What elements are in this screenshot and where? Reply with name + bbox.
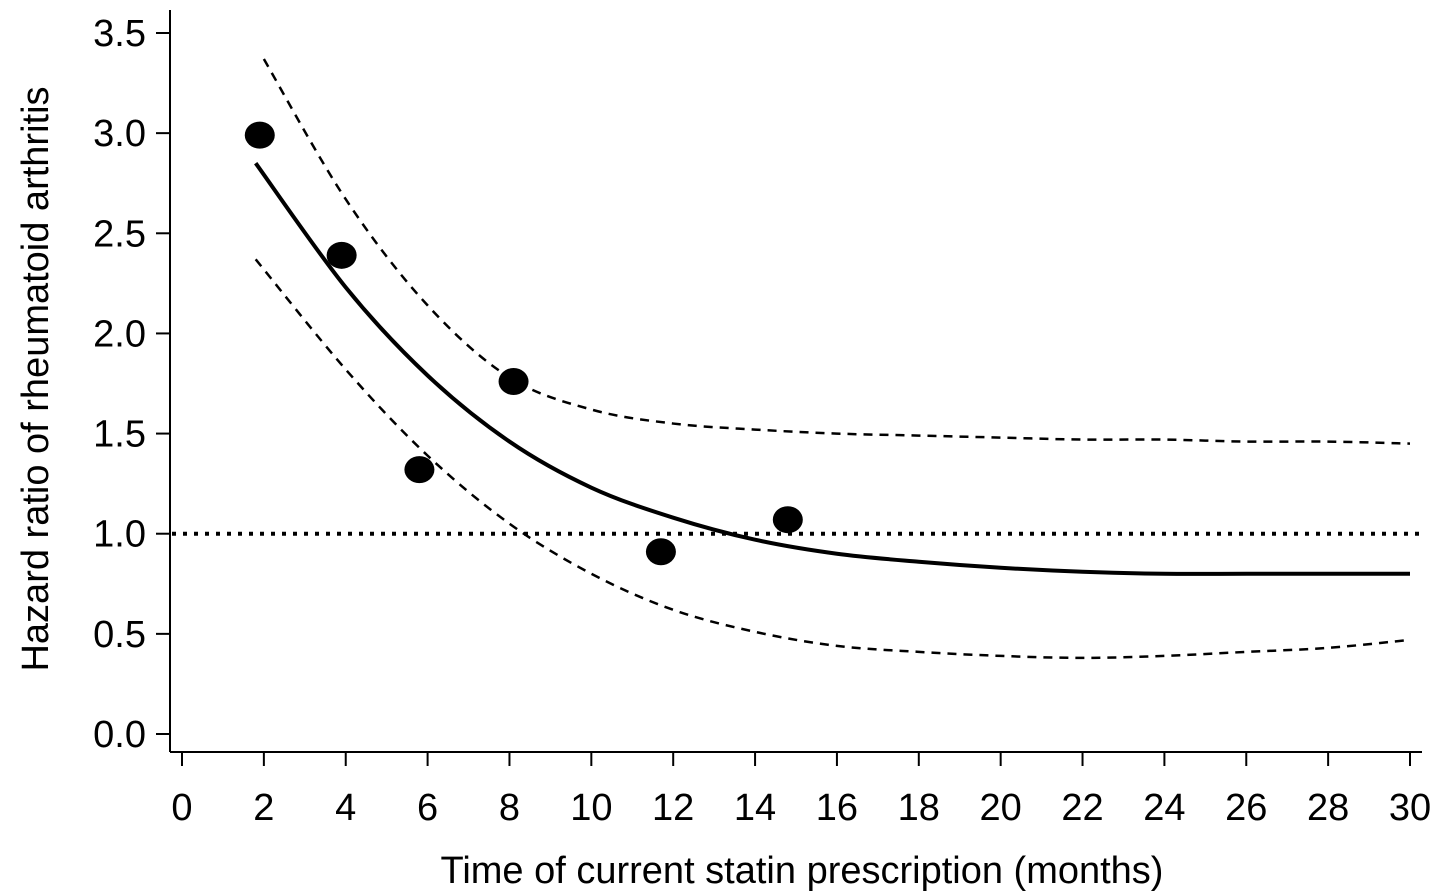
x-tick-label: 4 bbox=[335, 787, 356, 829]
data-point bbox=[772, 506, 803, 534]
y-tick-label: 0.0 bbox=[93, 714, 146, 756]
upper-confidence-line bbox=[262, 58, 1411, 445]
x-tick-label: 16 bbox=[816, 787, 858, 829]
data-point bbox=[645, 538, 676, 566]
y-tick-label: 1.5 bbox=[93, 414, 146, 456]
x-tick-label: 10 bbox=[570, 787, 612, 829]
x-tick-label: 12 bbox=[652, 787, 694, 829]
x-tick-label: 6 bbox=[417, 787, 438, 829]
x-tick-label: 26 bbox=[1225, 787, 1267, 829]
x-axis-title: Time of current statin prescription (mon… bbox=[441, 850, 1164, 892]
data-point bbox=[244, 121, 275, 149]
y-tick-label: 2.5 bbox=[93, 213, 146, 255]
x-tick-label: 18 bbox=[898, 787, 940, 829]
y-tick-label: 1.0 bbox=[93, 514, 146, 556]
x-tick-label: 30 bbox=[1389, 787, 1431, 829]
x-tick-label: 22 bbox=[1061, 787, 1103, 829]
data-point bbox=[404, 456, 435, 484]
axes: 0.00.51.01.52.02.53.03.5 0 2 4 6 8 10 12 14 16 18… bbox=[93, 10, 1431, 829]
y-tick-label: 2.0 bbox=[93, 313, 146, 355]
y-tick-label: 0.5 bbox=[93, 614, 146, 656]
x-tick-label: 0 bbox=[171, 787, 192, 829]
x-tick-label: 24 bbox=[1143, 787, 1185, 829]
y-axis-ticks: 0.0 0.5 1.0 1.5 2.0 2.5 3.0 3.5 bbox=[93, 13, 170, 756]
data-point bbox=[326, 241, 357, 269]
x-tick-label: 14 bbox=[734, 787, 776, 829]
x-tick-label: 28 bbox=[1307, 787, 1349, 829]
data-point bbox=[498, 367, 529, 395]
y-tick-label: 3.0 bbox=[93, 113, 146, 155]
lower-confidence-line bbox=[254, 258, 1411, 660]
y-tick-label: 3.5 bbox=[93, 13, 146, 55]
x-tick-label: 8 bbox=[499, 787, 520, 829]
x-tick-label: 2 bbox=[253, 787, 274, 829]
x-tick-label: 20 bbox=[980, 787, 1022, 829]
y-axis-title: Hazard ratio of rheumatoid arthritis bbox=[15, 86, 57, 671]
fitted-line bbox=[254, 162, 1410, 576]
plot-area bbox=[172, 58, 1422, 660]
x-axis-ticks: 0 2 4 6 8 10 12 14 16 18 20 22 24 26 28 30 bbox=[171, 752, 1431, 829]
